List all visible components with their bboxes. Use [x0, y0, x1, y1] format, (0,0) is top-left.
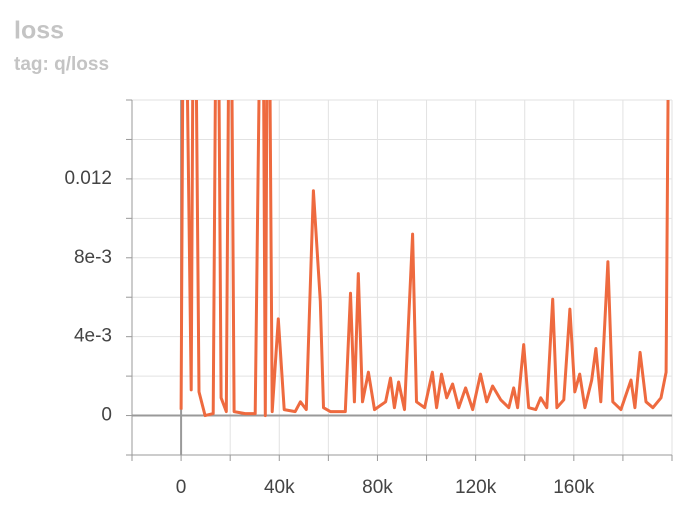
x-tick-label: 0 [176, 477, 187, 498]
x-tick-label: 80k [362, 477, 393, 498]
x-tick-label: 40k [264, 477, 295, 498]
plot [179, 100, 670, 418]
y-tick-label: 0.012 [64, 168, 112, 189]
chart-subtitle: tag: q/loss [14, 54, 109, 75]
chart-title: loss [14, 17, 64, 45]
x-tick-label: 120k [455, 477, 497, 498]
y-tick-label: 8e-3 [74, 247, 112, 268]
x-tick-label: 160k [553, 477, 595, 498]
y-tick-label: 0 [101, 405, 112, 426]
series-line [179, 100, 670, 418]
y-tick-label: 4e-3 [74, 326, 112, 347]
